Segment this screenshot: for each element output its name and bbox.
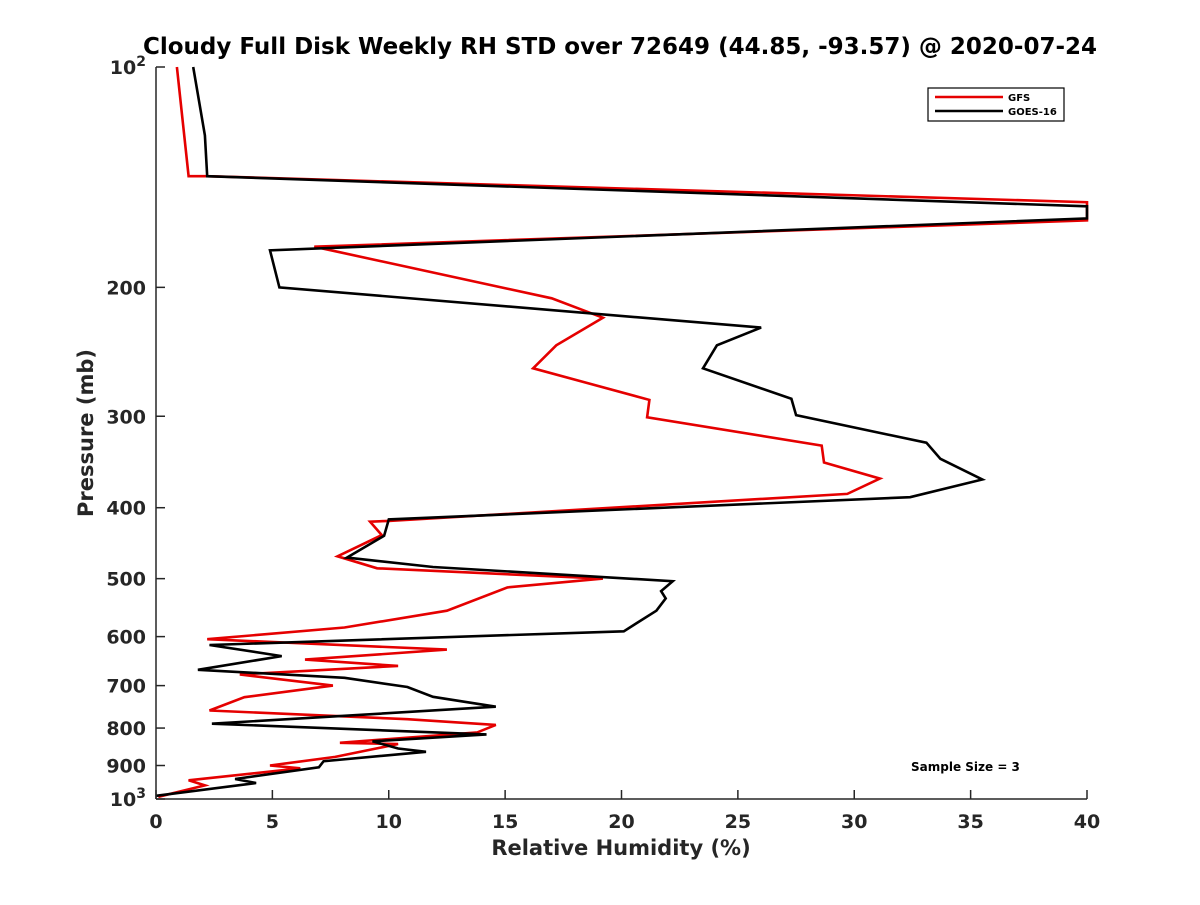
x-tick-label: 10 (376, 811, 402, 833)
series-line-gfs (157, 66, 1089, 799)
y-tick-label: 400 (106, 498, 146, 520)
y-ticks: 102 200 300 400 500 600 700 800 900 103 (106, 54, 165, 811)
y-tick-label: 700 (106, 676, 146, 698)
sample-size-annotation: Sample Size = 3 (911, 760, 1020, 774)
x-tick-label: 15 (492, 811, 518, 833)
y-tick-label: 500 (106, 569, 146, 591)
y-tick-label: 900 (106, 756, 146, 778)
legend-label-gfs: GFS (1008, 93, 1030, 104)
x-tick-label: 35 (957, 811, 983, 833)
x-tick-label: 30 (841, 811, 867, 833)
legend: GFS GOES-16 (927, 87, 1065, 122)
x-tick-label: 20 (608, 811, 634, 833)
x-tick-label: 25 (725, 811, 751, 833)
y-tick-label: 103 (110, 786, 146, 811)
y-tick-label: 800 (106, 718, 146, 740)
series-layer (155, 66, 1089, 799)
legend-box (927, 87, 1065, 122)
y-tick-label: 600 (106, 627, 146, 649)
y-axis-label: Pressure (mb) (74, 349, 98, 517)
series-line-goes-16 (155, 66, 1089, 798)
x-tick-label: 0 (149, 811, 162, 833)
legend-label-goes16: GOES-16 (1008, 107, 1057, 118)
y-tick-label: 102 (110, 54, 146, 79)
x-tick-label: 5 (266, 811, 279, 833)
chart-title: Cloudy Full Disk Weekly RH STD over 7264… (143, 34, 1097, 60)
y-tick-label: 300 (106, 406, 146, 428)
x-tick-label: 40 (1074, 811, 1100, 833)
x-axis-label: Relative Humidity (%) (491, 836, 750, 860)
y-tick-label: 200 (106, 277, 146, 299)
x-ticks: 0 5 10 15 20 25 30 35 40 (149, 790, 1100, 833)
